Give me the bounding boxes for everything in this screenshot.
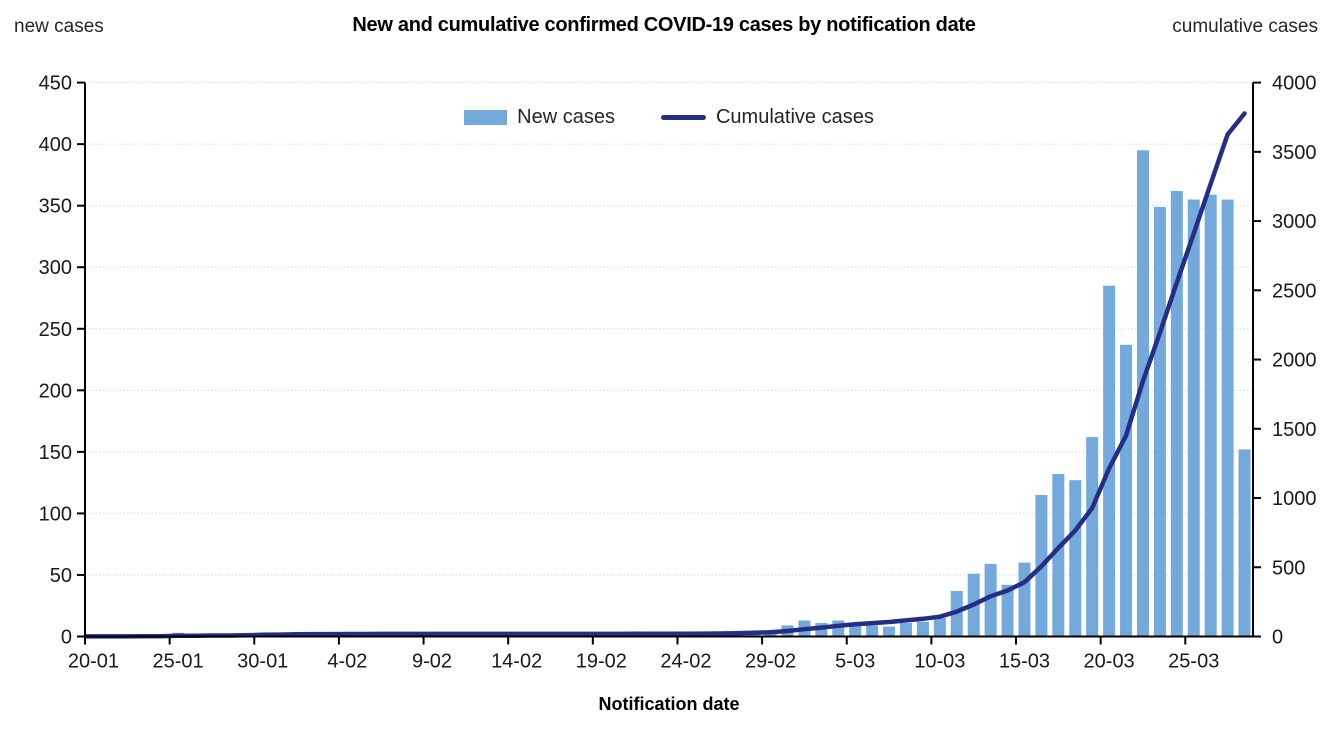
bar-new-cases xyxy=(933,618,946,637)
y-right-tick-label: 0 xyxy=(1272,627,1283,649)
cumulative-line xyxy=(83,111,1247,639)
legend-label-new-cases: New cases xyxy=(517,106,615,128)
x-tick-label: 30-01 xyxy=(237,651,288,673)
x-tick-label: 15-03 xyxy=(999,651,1050,673)
y-right-tick-label: 3500 xyxy=(1272,142,1317,164)
right-axis-caption: cumulative cases xyxy=(1172,16,1318,37)
y-left-tick-label: 250 xyxy=(39,319,72,341)
x-tick-label: 20-03 xyxy=(1084,651,1135,673)
y-right-tick-label: 2500 xyxy=(1272,280,1317,302)
y-right-tick-label: 1500 xyxy=(1272,419,1317,441)
bar-new-cases xyxy=(1086,437,1099,637)
bar-new-cases xyxy=(984,563,997,637)
bar-new-cases xyxy=(1069,480,1082,637)
legend-item-cumulative-cases: Cumulative cases xyxy=(660,106,874,129)
chart-legend: New cases Cumulative cases xyxy=(85,106,1253,129)
bar-new-cases xyxy=(1120,344,1133,637)
x-tick-label: 19-02 xyxy=(576,651,627,673)
bar-new-cases xyxy=(1221,199,1234,637)
legend-label-cumulative-cases: Cumulative cases xyxy=(715,106,874,128)
y-right-tick-label: 1000 xyxy=(1272,488,1317,510)
x-tick-label: 4-02 xyxy=(327,651,367,673)
bar-new-cases xyxy=(1136,150,1149,637)
y-left-tick-label: 100 xyxy=(39,503,72,525)
bar-new-cases xyxy=(1238,449,1251,637)
bar-new-cases xyxy=(1153,206,1166,637)
bar-new-cases xyxy=(1204,194,1217,637)
y-left-tick-label: 200 xyxy=(39,380,72,402)
x-tick-label: 25-01 xyxy=(153,651,204,673)
y-left-tick-label: 150 xyxy=(39,442,72,464)
left-axis-caption: new cases xyxy=(14,16,104,37)
x-axis-title: Notification date xyxy=(598,694,740,714)
chart-title: New and cumulative confirmed COVID-19 ca… xyxy=(352,14,976,36)
x-tick-label: 25-03 xyxy=(1168,651,1219,673)
y-left-tick-label: 450 xyxy=(39,73,72,95)
bar-new-cases xyxy=(1018,562,1031,637)
bar-new-cases xyxy=(899,622,912,637)
y-left-tick-label: 300 xyxy=(39,257,72,279)
y-left-tick-label: 0 xyxy=(61,627,72,649)
x-tick-label: 29-02 xyxy=(745,651,796,673)
new-cases-swatch-icon xyxy=(464,110,508,125)
bar-new-cases xyxy=(866,625,879,637)
x-tick-label: 5-03 xyxy=(835,651,875,673)
bar-new-cases xyxy=(1001,584,1014,637)
y-left-tick-label: 400 xyxy=(39,134,72,156)
y-left-tick-label: 350 xyxy=(39,196,72,218)
legend-item-new-cases: New cases xyxy=(464,106,615,129)
bar-new-cases xyxy=(1103,285,1116,637)
bar-new-cases xyxy=(916,621,929,637)
x-tick-label: 24-02 xyxy=(660,651,711,673)
y-right-tick-label: 2000 xyxy=(1272,350,1317,372)
y-right-tick-label: 4000 xyxy=(1272,73,1317,95)
bar-new-cases xyxy=(883,626,896,637)
bar-new-cases xyxy=(1187,199,1200,637)
x-tick-label: 20-01 xyxy=(68,651,119,673)
y-left-tick-label: 50 xyxy=(50,565,72,587)
bar-new-cases xyxy=(1052,474,1065,637)
y-right-tick-label: 3000 xyxy=(1272,211,1317,233)
x-tick-label: 10-03 xyxy=(914,651,965,673)
y-right-tick-label: 500 xyxy=(1272,557,1305,579)
x-tick-label: 9-02 xyxy=(412,651,452,673)
cumulative-cases-swatch-icon xyxy=(660,115,706,120)
x-tick-label: 14-02 xyxy=(491,651,542,673)
bar-new-cases xyxy=(1170,190,1183,637)
